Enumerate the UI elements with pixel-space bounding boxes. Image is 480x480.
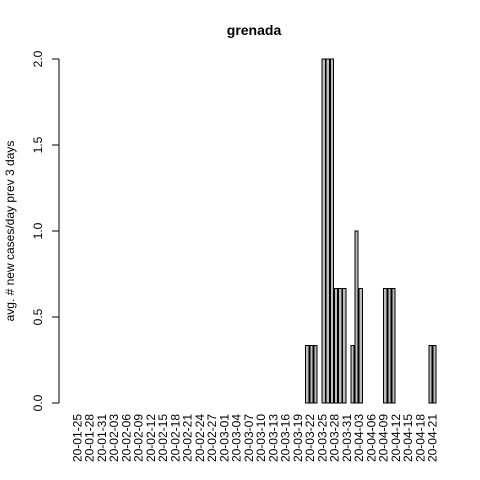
bar: 20-04-10: 0.6667 <box>383 287 388 404</box>
x-tick-label: 20-01-31 <box>95 414 109 462</box>
x-tick-label: 20-01-28 <box>83 414 97 462</box>
bar: 20-04-04: 0.6667 <box>358 287 363 404</box>
bar: 20-03-24: 0.3333 <box>313 345 318 404</box>
x-tick-label: 20-03-07 <box>242 414 256 462</box>
x-tick-label: 20-04-06 <box>364 414 378 462</box>
x-tick-label: 20-02-27 <box>205 414 219 462</box>
bar: 20-03-23: 0.3333 <box>309 345 314 404</box>
bar: 20-03-30: 0.6667 <box>338 287 343 404</box>
x-tick-label: 20-02-09 <box>132 414 146 462</box>
x-tick-label: 20-03-22 <box>303 414 317 462</box>
x-tick-label: 20-02-06 <box>119 414 133 462</box>
y-tick-label: 1.5 <box>31 136 45 153</box>
bar: 20-04-11: 0.6667 <box>387 287 392 404</box>
x-tick-label: 20-03-13 <box>266 414 280 462</box>
y-tick-label: 1.0 <box>31 222 45 239</box>
bars: 20-01-25: 020-01-26: 020-01-27: 020-01-2… <box>305 58 437 404</box>
x-tick-label: 20-02-03 <box>107 414 121 462</box>
x-tick-label: 20-04-03 <box>352 414 366 462</box>
x-tick-label: 20-03-19 <box>291 414 305 462</box>
x-tick-label: 20-02-12 <box>144 414 158 462</box>
x-tick-label: 20-03-28 <box>328 414 342 462</box>
y-tick-label: 2.0 <box>31 50 45 67</box>
x-tick-label: 20-03-10 <box>254 414 268 462</box>
chart-title: grenada <box>227 22 282 38</box>
x-tick-label: 20-03-16 <box>279 414 293 462</box>
bar: 20-04-03: 1 <box>354 230 359 404</box>
bar: 20-03-27: 2 <box>325 58 330 404</box>
bar: 20-04-21: 0.3333 <box>428 345 433 404</box>
x-axis: 20-01-2520-01-2820-01-3120-02-0320-02-06… <box>71 414 440 462</box>
x-tick-label: 20-04-18 <box>413 414 427 462</box>
bar: 20-03-31: 0.6667 <box>342 287 347 404</box>
bar: 20-03-29: 0.6667 <box>333 287 339 404</box>
x-tick-label: 20-03-01 <box>217 414 231 462</box>
bar: 20-04-12: 0.6667 <box>391 287 396 404</box>
x-tick-label: 20-04-12 <box>389 414 403 462</box>
bar: 20-03-26: 2 <box>321 58 326 404</box>
x-tick-label: 20-03-25 <box>315 414 329 462</box>
x-tick-label: 20-02-18 <box>168 414 182 462</box>
x-tick-label: 20-01-25 <box>71 414 85 462</box>
y-axis-label: avg. # new cases/day prev 3 days <box>3 141 17 322</box>
y-axis: 0.0 0.5 1.0 1.5 2.0 <box>31 50 60 411</box>
x-tick-label: 20-04-09 <box>377 414 391 462</box>
y-tick-label: 0.5 <box>31 308 45 325</box>
x-tick-label: 20-02-21 <box>181 414 195 462</box>
bar: 20-04-22: 0.3333 <box>432 345 437 404</box>
bar: 20-04-02: 0.3333 <box>350 345 355 404</box>
y-tick-label: 0.0 <box>31 394 45 411</box>
x-tick-label: 20-03-04 <box>230 414 244 462</box>
x-tick-label: 20-02-24 <box>193 414 207 462</box>
x-tick-label: 20-04-21 <box>426 414 440 462</box>
x-tick-label: 20-04-15 <box>401 414 415 462</box>
x-tick-label: 20-02-15 <box>156 414 170 462</box>
bar: 20-03-22: 0.3333 <box>305 345 310 404</box>
x-tick-label: 20-03-31 <box>340 414 354 462</box>
bar: 20-03-28: 2 <box>329 58 335 404</box>
